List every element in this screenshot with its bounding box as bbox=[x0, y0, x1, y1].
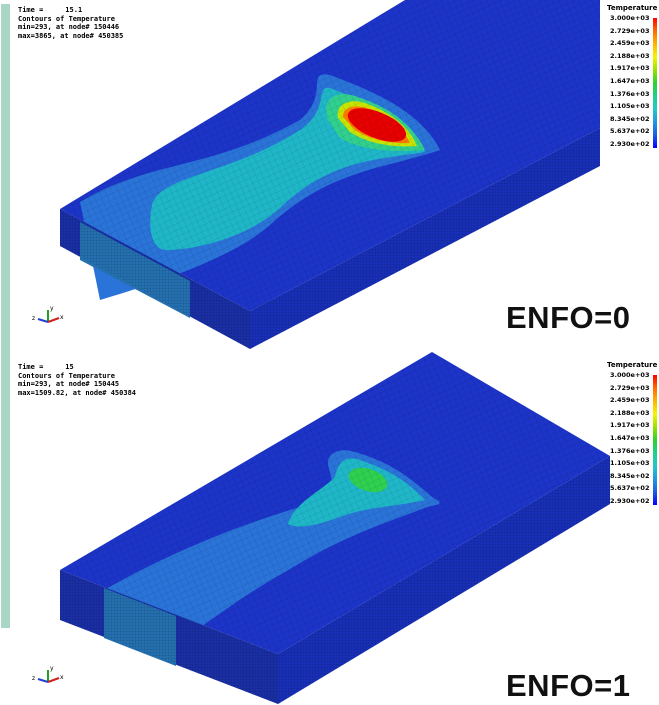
legend-tick-label: 2.729e+03 bbox=[610, 26, 650, 35]
svg-text:z: z bbox=[32, 675, 35, 682]
legend-tick-label: 3.000e+03 bbox=[610, 14, 650, 22]
temperature-legend: Temperature 3.000e+03 2.729e+03 2.459e+03 2… bbox=[607, 4, 659, 148]
xyz-axes-icon: x y z bbox=[32, 305, 64, 323]
legend-tick-label: 3.000e+03 bbox=[610, 371, 650, 379]
enfo-caption: ENFO=1 bbox=[506, 668, 631, 703]
legend-tick-label: 2.459e+03 bbox=[610, 396, 650, 405]
legend-tick-label: 1.376e+03 bbox=[610, 446, 650, 455]
legend-tick-label: 2.188e+03 bbox=[610, 51, 650, 60]
contours-label: Contours of Temperature bbox=[18, 14, 115, 23]
temperature-contour-plot: x y z bbox=[32, 0, 600, 349]
time-label: Time = bbox=[18, 6, 44, 14]
legend-tick-label: 2.188e+03 bbox=[610, 408, 650, 417]
svg-text:y: y bbox=[50, 305, 54, 312]
simulation-header: Time = 15.1 Contours of Temperature min=2… bbox=[18, 6, 123, 40]
max-value-text: max=3865, at node# 450385 bbox=[18, 31, 124, 40]
legend-tick-label: 1.917e+03 bbox=[610, 421, 650, 430]
legend-tick-label: 8.345e+02 bbox=[610, 114, 650, 123]
simulation-header: Time = 15 Contours of Temperature min=293… bbox=[18, 363, 136, 397]
contours-label: Contours of Temperature bbox=[18, 371, 115, 380]
svg-text:x: x bbox=[60, 674, 64, 681]
min-value-text: min=293, at node# 150446 bbox=[18, 23, 120, 31]
temperature-legend: Temperature 3.000e+03 2.729e+03 2.459e+03 2… bbox=[607, 361, 659, 505]
enfo-caption: ENFO=0 bbox=[506, 300, 631, 335]
legend-body-0: 3.000e+03 2.729e+03 2.459e+03 2.188e+03 1.91… bbox=[607, 14, 659, 148]
min-value-text: min=293, at node# 150445 bbox=[18, 380, 120, 388]
legend-color-bar bbox=[653, 375, 657, 505]
legend-color-bar bbox=[653, 18, 657, 148]
simulation-panel-enfo-1: x y z Time = 15 Contours of Temperature m… bbox=[0, 352, 659, 704]
legend-tick-label: 1.917e+03 bbox=[610, 64, 650, 73]
simulation-panel-enfo-0: x y z Time = 15.1 Contours of Temperature… bbox=[0, 0, 659, 352]
legend-title: Temperature bbox=[607, 361, 658, 369]
legend-tick-label: 2.930e+02 bbox=[610, 497, 650, 505]
xyz-axes-icon: x y z bbox=[32, 665, 64, 683]
legend-tick-label: 1.105e+03 bbox=[610, 459, 650, 468]
svg-text:y: y bbox=[50, 665, 54, 672]
svg-text:z: z bbox=[32, 315, 35, 322]
legend-tick-label: 2.729e+03 bbox=[610, 383, 650, 392]
legend-body-1: 3.000e+03 2.729e+03 2.459e+03 2.188e+03 1.91… bbox=[607, 371, 659, 505]
side-accent-bar bbox=[1, 4, 10, 628]
max-value-text: max=1509.82, at node# 450384 bbox=[18, 388, 137, 397]
legend-tick-label: 8.345e+02 bbox=[610, 471, 650, 480]
legend-tick-label: 2.930e+02 bbox=[610, 140, 650, 148]
time-value: 15 bbox=[65, 363, 74, 371]
legend-tick-label: 1.647e+03 bbox=[610, 77, 650, 85]
time-label: Time = bbox=[18, 363, 44, 371]
legend-tick-label: 1.647e+03 bbox=[610, 434, 650, 442]
legend-tick-label: 2.459e+03 bbox=[610, 39, 650, 48]
time-value: 15.1 bbox=[65, 6, 83, 14]
legend-tick-label: 1.105e+03 bbox=[610, 102, 650, 111]
legend-tick-label: 1.376e+03 bbox=[610, 89, 650, 98]
svg-text:x: x bbox=[60, 314, 64, 321]
legend-title: Temperature bbox=[607, 4, 658, 12]
temperature-contour-plot: x y z bbox=[32, 352, 610, 704]
legend-tick-label: 5.637e+02 bbox=[610, 127, 650, 136]
legend-tick-label: 5.637e+02 bbox=[610, 484, 650, 493]
